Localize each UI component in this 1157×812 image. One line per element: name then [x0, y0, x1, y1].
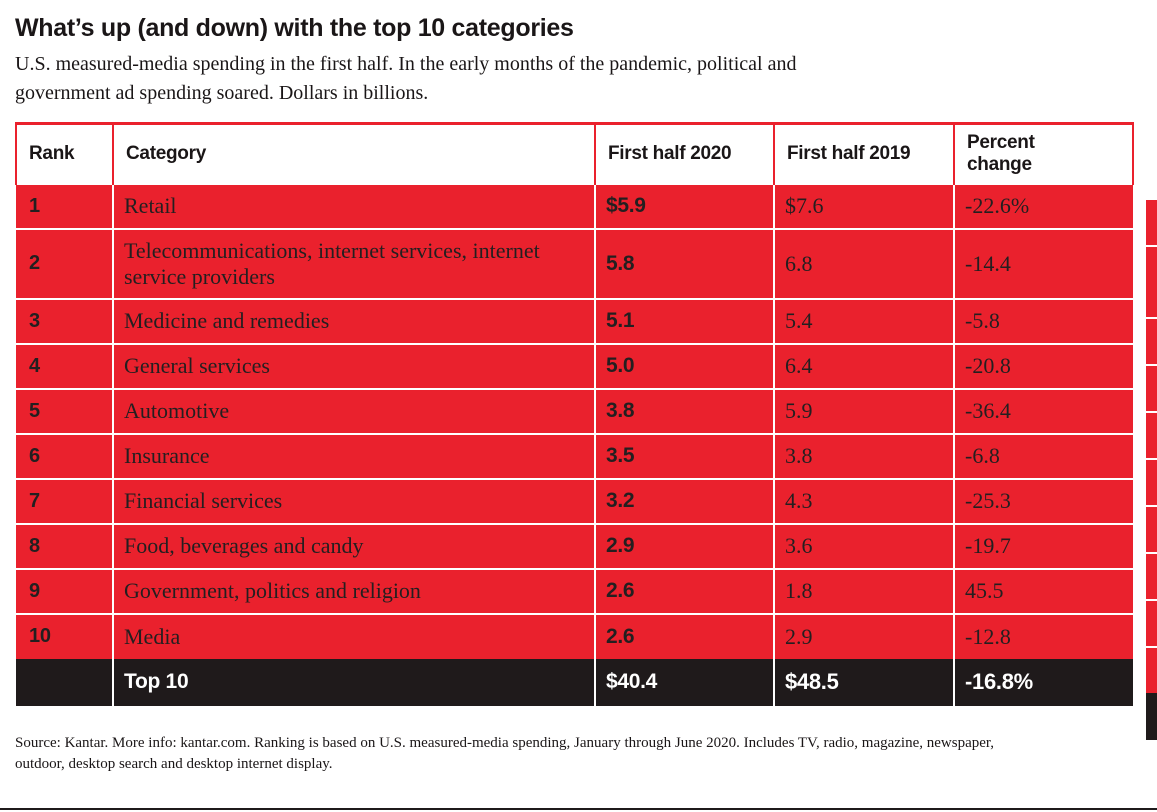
percent-change-cell: -5.8: [953, 297, 1133, 344]
sliver-segment: [1146, 135, 1157, 198]
sliver-segment: [1146, 411, 1157, 458]
rank-cell: 1: [16, 182, 113, 229]
percent-change-cell: -6.8: [953, 432, 1133, 479]
table-body: 1 Retail $5.9 $7.6 -22.6% 2 Telecommunications…: [16, 182, 1133, 659]
value-2020-cell: 3.8: [594, 387, 774, 434]
table-row: 3 Medicine and remedies 5.1 5.4 -5.8: [16, 297, 1133, 344]
rank-cell: 7: [16, 477, 113, 524]
sliver-segment: [1146, 505, 1157, 552]
value-2020-cell: 3.2: [594, 477, 774, 524]
table-row: 9 Government, politics and religion 2.6 1.8…: [16, 567, 1133, 614]
value-2020-cell: 2.9: [594, 522, 774, 569]
sliver-segment: [1146, 458, 1157, 505]
subtitle-line-1: U.S. measured-media spending in the firs…: [15, 53, 797, 75]
sliver-segment: [1146, 646, 1157, 693]
col-header-category: Category: [112, 123, 595, 184]
sliver-segment: [1146, 245, 1157, 317]
value-2019-cell: 1.8: [773, 567, 954, 614]
category-cell: Automotive: [112, 387, 595, 434]
rank-cell: 6: [16, 432, 113, 479]
bottom-rule: [0, 808, 1157, 810]
table-footer: Top 10 $40.4 $48.5 -16.8%: [16, 658, 1133, 706]
rank-cell: 3: [16, 297, 113, 344]
table-header: Rank Category First half 2020 First half…: [15, 123, 1134, 184]
percent-change-cell: -12.8: [953, 612, 1133, 659]
value-2020-cell: $5.9: [594, 182, 774, 229]
rank-cell: 10: [16, 612, 113, 659]
header-row: Rank Category First half 2020 First half…: [15, 123, 1134, 184]
table-row: 4 General services 5.0 6.4 -20.8: [16, 342, 1133, 389]
percent-change-cell: -14.4: [953, 227, 1133, 299]
right-edge-sliver: [1146, 135, 1157, 740]
table-row: 6 Insurance 3.5 3.8 -6.8: [16, 432, 1133, 479]
total-percent-cell: -16.8%: [953, 658, 1133, 706]
page-title: What’s up (and down) with the top 10 cat…: [15, 14, 574, 42]
percent-change-cell: -22.6%: [953, 182, 1133, 229]
col-header-rank: Rank: [15, 123, 113, 184]
value-2019-cell: 3.6: [773, 522, 954, 569]
value-2019-cell: 3.8: [773, 432, 954, 479]
value-2019-cell: 6.8: [773, 227, 954, 299]
total-row: Top 10 $40.4 $48.5 -16.8%: [16, 658, 1133, 706]
sliver-segment: [1146, 317, 1157, 364]
sliver-segment: [1146, 198, 1157, 245]
source-note: Source: Kantar. More info: kantar.com. R…: [15, 733, 1145, 775]
source-line-1: Source: Kantar. More info: kantar.com. R…: [15, 734, 995, 751]
value-2019-cell: 4.3: [773, 477, 954, 524]
value-2020-cell: 5.0: [594, 342, 774, 389]
category-cell: Government, politics and religion: [112, 567, 595, 614]
total-rank-cell: [16, 658, 113, 706]
col-header-percent-change: Percent change: [953, 123, 1134, 184]
value-2019-cell: 5.4: [773, 297, 954, 344]
category-cell: Food, beverages and candy: [112, 522, 595, 569]
subtitle-line-2: government ad spending soared. Dollars i…: [15, 82, 429, 104]
table-row: 8 Food, beverages and candy 2.9 3.6 -19.7: [16, 522, 1133, 569]
category-cell: Telecommunications, internet services, i…: [112, 227, 595, 299]
total-2019-cell: $48.5: [773, 658, 954, 706]
value-2019-cell: 5.9: [773, 387, 954, 434]
total-2020-cell: $40.4: [594, 658, 774, 706]
category-cell: Medicine and remedies: [112, 297, 595, 344]
col-header-first-half-2020: First half 2020: [594, 123, 774, 184]
percent-change-cell: 45.5: [953, 567, 1133, 614]
rank-cell: 2: [16, 227, 113, 299]
value-2019-cell: $7.6: [773, 182, 954, 229]
table-row: 5 Automotive 3.8 5.9 -36.4: [16, 387, 1133, 434]
value-2020-cell: 5.1: [594, 297, 774, 344]
percent-change-cell: -19.7: [953, 522, 1133, 569]
value-2020-cell: 2.6: [594, 567, 774, 614]
rank-cell: 4: [16, 342, 113, 389]
subtitle: U.S. measured-media spending in the firs…: [15, 50, 1157, 108]
category-cell: Media: [112, 612, 595, 659]
percent-change-cell: -20.8: [953, 342, 1133, 389]
rank-cell: 8: [16, 522, 113, 569]
sliver-segment: [1146, 693, 1157, 740]
percent-change-cell: -36.4: [953, 387, 1133, 434]
value-2020-cell: 5.8: [594, 227, 774, 299]
value-2020-cell: 3.5: [594, 432, 774, 479]
sliver-segment: [1146, 552, 1157, 599]
rank-cell: 9: [16, 567, 113, 614]
table-row: 1 Retail $5.9 $7.6 -22.6%: [16, 182, 1133, 229]
sliver-segment: [1146, 364, 1157, 411]
total-label-cell: Top 10: [112, 658, 595, 706]
spending-table: Rank Category First half 2020 First half…: [15, 122, 1134, 706]
category-cell: Insurance: [112, 432, 595, 479]
infographic-page: What’s up (and down) with the top 10 cat…: [0, 13, 1157, 812]
source-line-2: outdoor, desktop search and desktop inte…: [15, 755, 333, 772]
percent-change-cell: -25.3: [953, 477, 1133, 524]
category-cell: Retail: [112, 182, 595, 229]
value-2019-cell: 6.4: [773, 342, 954, 389]
table-row: 2 Telecommunications, internet services, …: [16, 227, 1133, 299]
value-2020-cell: 2.6: [594, 612, 774, 659]
value-2019-cell: 2.9: [773, 612, 954, 659]
category-cell: General services: [112, 342, 595, 389]
table-row: 10 Media 2.6 2.9 -12.8: [16, 612, 1133, 659]
rank-cell: 5: [16, 387, 113, 434]
category-cell: Financial services: [112, 477, 595, 524]
sliver-segment: [1146, 599, 1157, 646]
table-row: 7 Financial services 3.2 4.3 -25.3: [16, 477, 1133, 524]
col-header-first-half-2019: First half 2019: [773, 123, 954, 184]
